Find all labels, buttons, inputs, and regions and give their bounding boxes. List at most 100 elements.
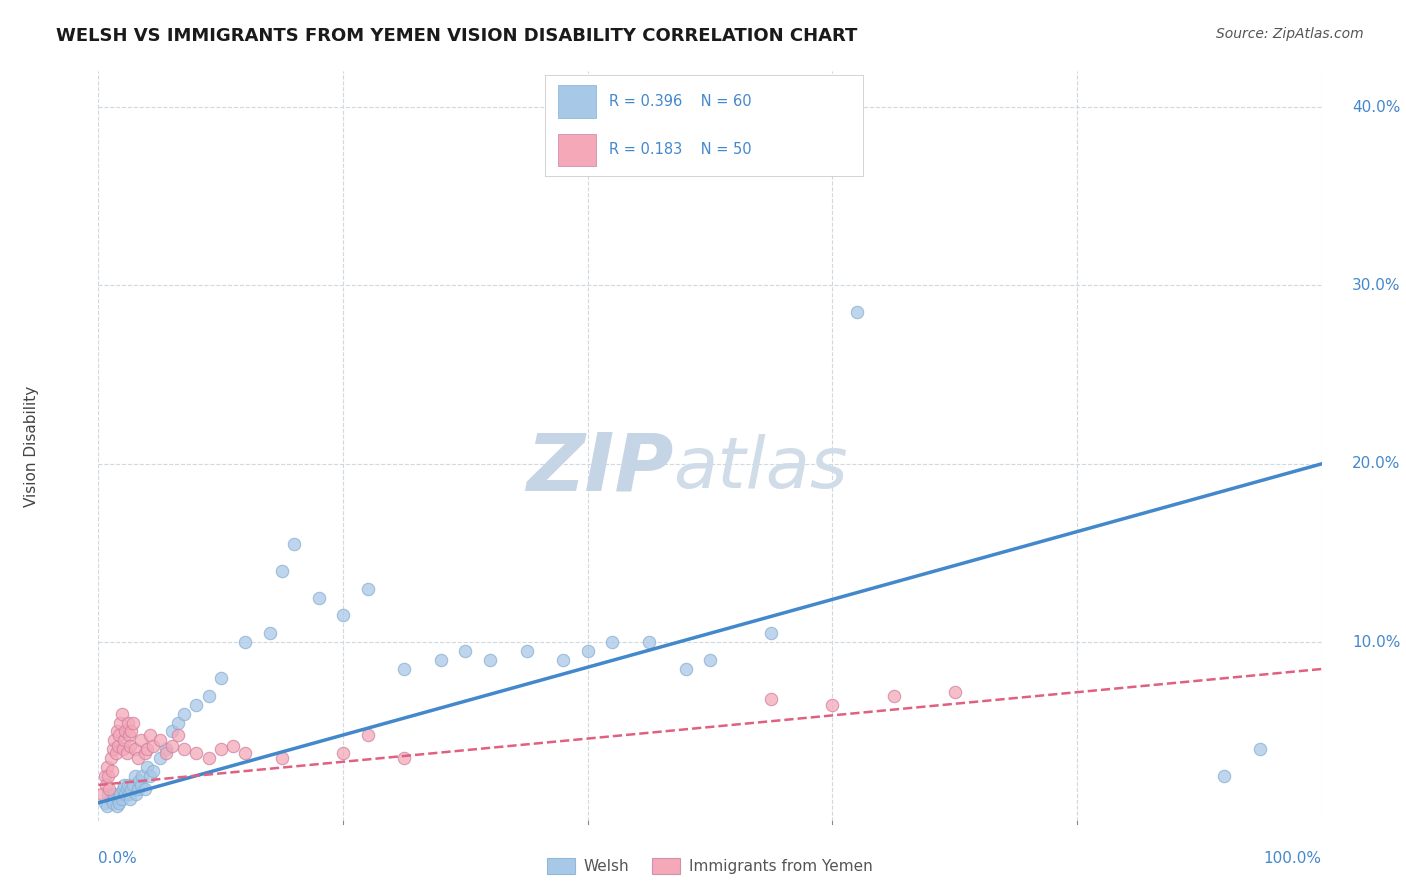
Point	[515, 644, 537, 658]
Point	[127, 751, 149, 765]
Point	[155, 746, 177, 760]
Point	[142, 739, 165, 753]
Point	[121, 715, 143, 730]
Point	[103, 787, 125, 801]
Point	[600, 635, 623, 649]
Point	[134, 746, 156, 760]
Point	[883, 689, 905, 703]
Point	[120, 792, 142, 806]
Point	[222, 739, 245, 753]
Point	[332, 608, 354, 623]
Point	[167, 728, 190, 742]
Point	[105, 799, 128, 814]
Point	[675, 662, 697, 676]
Point	[142, 764, 165, 778]
Point	[699, 653, 721, 667]
Point	[115, 781, 138, 796]
Point	[136, 760, 159, 774]
Point	[98, 781, 121, 796]
Point	[197, 689, 219, 703]
Text: Source: ZipAtlas.com: Source: ZipAtlas.com	[1216, 27, 1364, 41]
Text: 40.0%: 40.0%	[1353, 100, 1400, 114]
Point	[845, 305, 868, 319]
Point	[93, 769, 115, 783]
Point	[356, 582, 378, 596]
Point	[136, 742, 159, 756]
Point	[761, 626, 783, 640]
Point	[821, 698, 844, 712]
Point	[97, 769, 120, 783]
Point	[104, 746, 127, 760]
Point	[308, 591, 330, 605]
Text: Vision Disability: Vision Disability	[24, 385, 38, 507]
Point	[100, 792, 122, 806]
Point	[127, 781, 149, 796]
Point	[233, 746, 256, 760]
Text: 100.0%: 100.0%	[1264, 851, 1322, 865]
Point	[100, 751, 122, 765]
Point	[134, 781, 156, 796]
Legend: Welsh, Immigrants from Yemen: Welsh, Immigrants from Yemen	[541, 852, 879, 880]
Point	[112, 733, 135, 747]
Point	[120, 739, 142, 753]
Point	[576, 644, 599, 658]
Point	[454, 644, 477, 658]
Text: atlas: atlas	[673, 434, 848, 503]
Point	[111, 781, 134, 796]
Point	[197, 751, 219, 765]
Point	[115, 746, 138, 760]
Text: 20.0%: 20.0%	[1353, 457, 1400, 471]
Point	[209, 671, 232, 685]
Point	[124, 769, 146, 783]
Point	[392, 662, 416, 676]
Point	[209, 742, 232, 756]
Point	[114, 787, 136, 801]
Point	[107, 792, 129, 806]
Text: 10.0%: 10.0%	[1353, 635, 1400, 649]
Point	[283, 537, 305, 551]
Point	[101, 742, 124, 756]
Point	[94, 778, 117, 792]
Point	[125, 787, 148, 801]
Point	[186, 746, 208, 760]
Point	[167, 715, 190, 730]
Point	[259, 626, 281, 640]
Point	[110, 715, 132, 730]
Point	[155, 742, 177, 756]
Point	[186, 698, 208, 712]
Point	[173, 706, 195, 721]
Point	[129, 778, 152, 792]
Point	[160, 724, 183, 739]
Point	[96, 799, 118, 814]
Point	[478, 653, 501, 667]
Point	[160, 739, 183, 753]
Point	[270, 751, 294, 765]
Point	[114, 724, 136, 739]
Point	[105, 724, 128, 739]
Point	[129, 733, 152, 747]
Point	[110, 787, 132, 801]
Point	[118, 787, 141, 801]
Text: 0.0%: 0.0%	[98, 851, 138, 865]
Point	[118, 728, 141, 742]
Point	[107, 739, 129, 753]
Point	[112, 778, 135, 792]
Point	[117, 778, 139, 792]
Point	[553, 653, 575, 667]
Point	[1212, 769, 1234, 783]
Point	[356, 728, 378, 742]
Point	[637, 635, 661, 649]
Point	[173, 742, 195, 756]
Point	[93, 796, 115, 810]
Point	[430, 653, 453, 667]
Point	[96, 760, 118, 774]
Point	[124, 742, 146, 756]
Point	[111, 706, 134, 721]
Point	[270, 564, 294, 578]
Point	[149, 733, 172, 747]
Point	[131, 769, 153, 783]
Point	[103, 733, 125, 747]
Point	[943, 685, 966, 699]
Point	[108, 728, 131, 742]
Point	[117, 715, 139, 730]
